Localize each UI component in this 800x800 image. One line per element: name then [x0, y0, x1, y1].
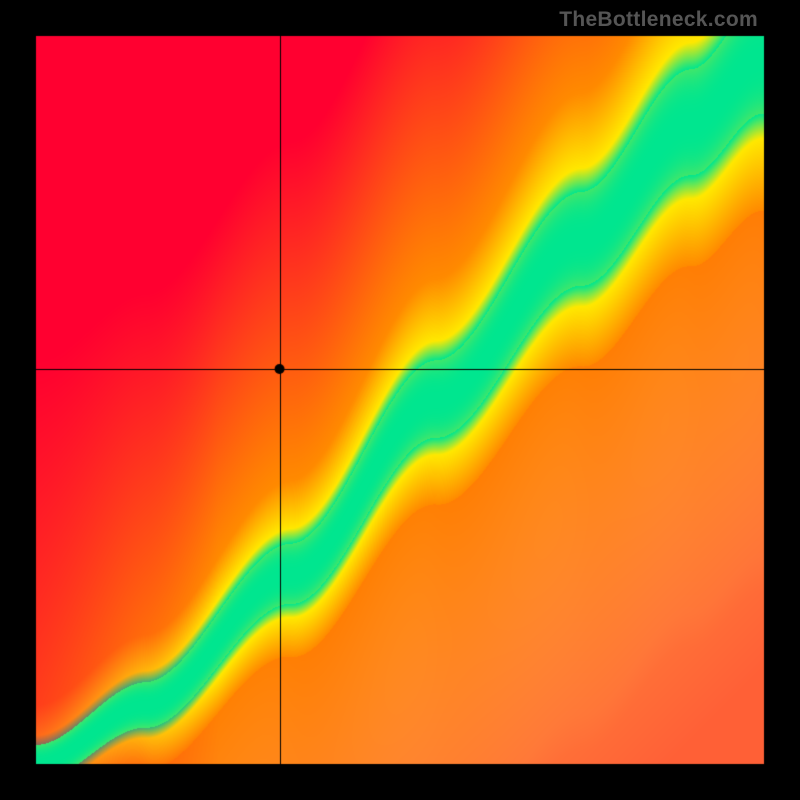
watermark-text: TheBottleneck.com: [559, 8, 758, 32]
bottleneck-heatmap: [0, 0, 800, 800]
chart-container: TheBottleneck.com: [0, 0, 800, 800]
